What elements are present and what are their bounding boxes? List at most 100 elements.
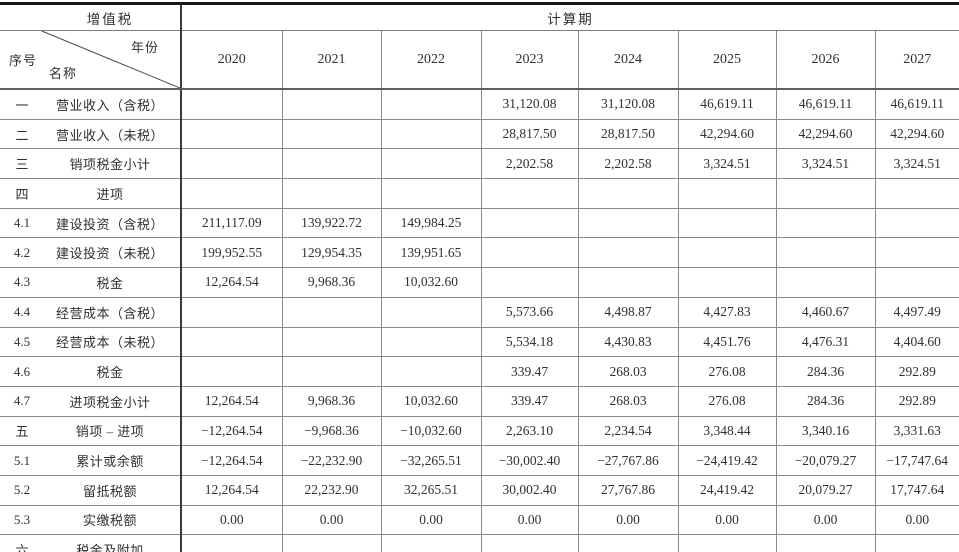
- value-cell: −12,264.54: [180, 445, 282, 476]
- row-serial-cell: 4.5: [0, 327, 40, 358]
- value-cell: 46,619.11: [677, 89, 776, 120]
- year-header-2026: 2026: [775, 30, 875, 90]
- value-cell: [281, 89, 381, 120]
- table-row: 五 销项 – 进项 −12,264.54 −9,968.36 −10,032.60 2…: [0, 416, 959, 447]
- table-row: 一 营业收入（含税） 31,120.08 31,120.08 46,619.11 46…: [0, 89, 959, 120]
- row-serial-cell: 4.3: [0, 267, 40, 298]
- value-cell: [380, 534, 481, 552]
- value-cell: 199,952.55: [180, 237, 282, 269]
- table-body: 一 营业收入（含税） 31,120.08 31,120.08 46,619.11 46…: [0, 89, 959, 552]
- value-cell: 20,079.27: [775, 475, 875, 506]
- year-header-2022: 2022: [380, 30, 481, 90]
- value-cell: 32,265.51: [380, 475, 481, 506]
- value-cell: 22,232.90: [281, 475, 381, 506]
- value-cell: [775, 237, 875, 269]
- value-cell: 284.36: [775, 386, 875, 417]
- value-cell: [180, 148, 282, 180]
- value-cell: −27,767.86: [577, 445, 678, 476]
- value-cell: 2,202.58: [577, 148, 678, 180]
- value-cell: [775, 534, 875, 552]
- value-cell: [677, 237, 776, 269]
- diagonal-label-name: 名称: [49, 66, 78, 81]
- value-cell: 4,404.60: [874, 327, 959, 358]
- value-cell: [180, 178, 282, 209]
- value-cell: 5,534.18: [480, 327, 578, 358]
- row-serial-cell: 二: [0, 119, 40, 150]
- value-cell: 12,264.54: [180, 267, 282, 298]
- value-cell: [480, 237, 578, 269]
- value-cell: [480, 534, 578, 552]
- value-cell: [380, 178, 481, 209]
- value-cell: −12,264.54: [180, 416, 282, 447]
- value-cell: [281, 327, 381, 358]
- year-header-2020: 2020: [180, 30, 282, 90]
- value-cell: 2,263.10: [480, 416, 578, 447]
- diagonal-line: [0, 31, 180, 88]
- table-row: 四 进项: [0, 178, 959, 209]
- value-cell: [577, 178, 678, 209]
- value-cell: −10,032.60: [380, 416, 481, 447]
- table-row: 4.6 税金 339.47 268.03 276.08 284.36 292.89: [0, 356, 959, 387]
- value-cell: 46,619.11: [874, 89, 959, 120]
- value-cell: 17,747.64: [874, 475, 959, 506]
- year-header-2025: 2025: [677, 30, 776, 90]
- row-name-cell: 进项税金小计: [40, 386, 181, 417]
- value-cell: 12,264.54: [180, 386, 282, 417]
- value-cell: 3,331.63: [874, 416, 959, 447]
- value-cell: [577, 208, 678, 239]
- value-cell: 3,324.51: [677, 148, 776, 180]
- row-name-cell: 累计或余额: [40, 445, 181, 476]
- value-cell: 4,498.87: [577, 297, 678, 328]
- value-cell: [677, 534, 776, 552]
- value-cell: [874, 178, 959, 209]
- table-row: 4.5 经营成本（未税） 5,534.18 4,430.83 4,451.76 4,4…: [0, 327, 959, 358]
- value-cell: 129,954.35: [281, 237, 381, 269]
- value-cell: −22,232.90: [281, 445, 381, 476]
- value-cell: 4,451.76: [677, 327, 776, 358]
- value-cell: 10,032.60: [380, 267, 481, 298]
- value-cell: 3,324.51: [874, 148, 959, 180]
- value-cell: 268.03: [577, 386, 678, 417]
- row-serial-cell: 4.7: [0, 386, 40, 417]
- row-serial-cell: 三: [0, 148, 40, 180]
- value-cell: [677, 178, 776, 209]
- value-cell: [281, 119, 381, 150]
- value-cell: 27,767.86: [577, 475, 678, 506]
- value-cell: [577, 267, 678, 298]
- value-cell: 9,968.36: [281, 267, 381, 298]
- value-cell: 31,120.08: [480, 89, 578, 120]
- row-name-cell: 营业收入（含税）: [40, 89, 181, 120]
- row-name-cell: 留抵税额: [40, 475, 181, 506]
- value-cell: [380, 148, 481, 180]
- value-cell: [281, 178, 381, 209]
- calc-period-title-cell: 计算期: [180, 3, 959, 31]
- row-name-cell: 经营成本（含税）: [40, 297, 181, 328]
- value-cell: 4,497.49: [874, 297, 959, 328]
- table-row: 4.1 建设投资（含税） 211,117.09 139,922.72 149,984…: [0, 208, 959, 239]
- value-cell: 0.00: [281, 505, 381, 536]
- value-cell: [380, 356, 481, 387]
- value-cell: 276.08: [677, 386, 776, 417]
- header-row-titles: 增值税 计算期: [0, 3, 959, 31]
- value-cell: [874, 267, 959, 298]
- diagonal-header-cell: 年份 序号 名称: [0, 30, 181, 90]
- row-name-cell: 税金: [40, 356, 181, 387]
- table-row: 六 税金及附加: [0, 534, 959, 552]
- value-cell: 42,294.60: [677, 119, 776, 150]
- row-serial-cell: 四: [0, 178, 40, 209]
- value-cell: [380, 297, 481, 328]
- value-cell: 284.36: [775, 356, 875, 387]
- table-row: 4.3 税金 12,264.54 9,968.36 10,032.60: [0, 267, 959, 298]
- value-cell: 292.89: [874, 386, 959, 417]
- value-cell: 292.89: [874, 356, 959, 387]
- table-row: 5.2 留抵税额 12,264.54 22,232.90 32,265.51 30,0…: [0, 475, 959, 506]
- value-cell: 24,419.42: [677, 475, 776, 506]
- row-serial-cell: 一: [0, 89, 40, 120]
- row-serial-cell: 4.2: [0, 237, 40, 269]
- value-cell: [281, 534, 381, 552]
- value-cell: [480, 208, 578, 239]
- value-cell: −20,079.27: [775, 445, 875, 476]
- value-cell: 46,619.11: [775, 89, 875, 120]
- row-name-cell: 建设投资（含税）: [40, 208, 181, 239]
